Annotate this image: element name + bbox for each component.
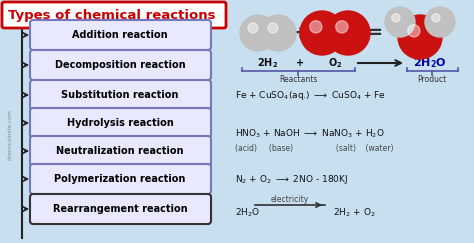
- Circle shape: [240, 15, 276, 51]
- Text: Rearrangement reaction: Rearrangement reaction: [53, 204, 187, 214]
- Text: Product: Product: [418, 75, 447, 84]
- Circle shape: [425, 7, 455, 37]
- Circle shape: [268, 23, 278, 33]
- FancyBboxPatch shape: [30, 50, 211, 80]
- Text: electricity: electricity: [271, 194, 309, 203]
- Circle shape: [336, 21, 348, 33]
- Circle shape: [408, 25, 420, 37]
- Text: Fe + CuSO$_4$(aq.) $\longrightarrow$ CuSO$_4$ + Fe: Fe + CuSO$_4$(aq.) $\longrightarrow$ CuS…: [235, 88, 386, 102]
- Text: +: +: [296, 58, 304, 68]
- FancyBboxPatch shape: [30, 108, 211, 138]
- Circle shape: [432, 14, 440, 22]
- Circle shape: [248, 23, 258, 33]
- Circle shape: [392, 14, 400, 22]
- FancyBboxPatch shape: [30, 194, 211, 224]
- Text: +: +: [292, 24, 308, 42]
- FancyBboxPatch shape: [30, 20, 211, 50]
- Text: (acid)     (base)                  (salt)    (water): (acid) (base) (salt) (water): [235, 144, 393, 153]
- Text: Addition reaction: Addition reaction: [72, 30, 168, 40]
- Text: Types of chemical reactions: Types of chemical reactions: [8, 9, 216, 23]
- FancyBboxPatch shape: [30, 164, 211, 194]
- Text: $\mathbf{2H_2O}$: $\mathbf{2H_2O}$: [413, 56, 447, 70]
- Circle shape: [398, 15, 442, 59]
- Text: chemicalnote.com: chemicalnote.com: [8, 110, 12, 160]
- Text: $\mathbf{O_2}$: $\mathbf{O_2}$: [328, 56, 342, 70]
- Circle shape: [260, 15, 296, 51]
- Text: Hydrolysis reaction: Hydrolysis reaction: [67, 118, 173, 128]
- Text: Reactants: Reactants: [279, 75, 317, 84]
- Text: HNO$_3$ + NaOH $\longrightarrow$ NaNO$_3$ + H$_2$O: HNO$_3$ + NaOH $\longrightarrow$ NaNO$_3…: [235, 128, 385, 140]
- Text: $\mathbf{2H_2}$: $\mathbf{2H_2}$: [257, 56, 279, 70]
- Circle shape: [310, 21, 322, 33]
- FancyBboxPatch shape: [2, 2, 226, 28]
- Circle shape: [326, 11, 370, 55]
- Text: =: =: [367, 24, 383, 42]
- Text: Polymerization reaction: Polymerization reaction: [55, 174, 186, 184]
- Text: Decomposition reaction: Decomposition reaction: [55, 60, 185, 70]
- Circle shape: [385, 7, 415, 37]
- Text: 2H$_2$ + O$_2$: 2H$_2$ + O$_2$: [333, 207, 376, 219]
- Text: Substitution reaction: Substitution reaction: [61, 90, 179, 100]
- FancyBboxPatch shape: [30, 80, 211, 110]
- Text: N$_2$ + O$_2$ $\longrightarrow$ 2NO - 180KJ: N$_2$ + O$_2$ $\longrightarrow$ 2NO - 18…: [235, 173, 348, 185]
- FancyBboxPatch shape: [30, 136, 211, 166]
- Text: Neutralization reaction: Neutralization reaction: [56, 146, 184, 156]
- Text: 2H$_2$O: 2H$_2$O: [235, 207, 260, 219]
- Circle shape: [300, 11, 344, 55]
